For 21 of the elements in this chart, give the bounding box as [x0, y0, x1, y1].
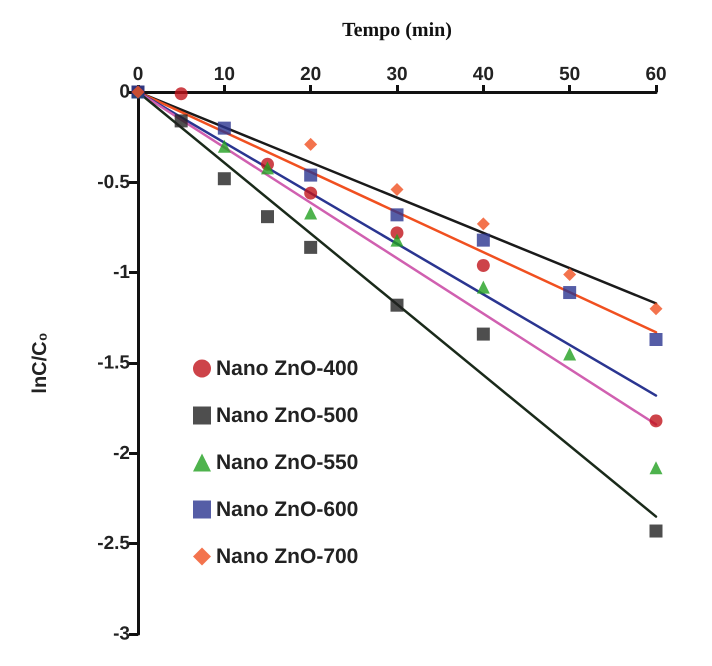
x-tick-label: 20: [300, 64, 322, 85]
legend-label: Nano ZnO-550: [216, 451, 358, 474]
y-tick-label: -0.5: [97, 172, 130, 193]
y-tick-label: -3: [113, 624, 130, 644]
x-tick-label: 50: [559, 64, 580, 85]
x-tick-label: 60: [645, 64, 667, 85]
legend-label: Nano ZnO-600: [216, 498, 358, 521]
y-tick-label: -2: [113, 442, 130, 464]
y-tick-label: -2.5: [97, 533, 130, 554]
y-tick-label: 0: [119, 82, 130, 102]
x-tick-label: 0: [132, 64, 144, 85]
x-tick-label: 30: [386, 64, 408, 85]
y-axis-title: lnC/C₀: [29, 332, 51, 394]
legend-label: Nano ZnO-500: [216, 404, 358, 427]
legend-label: Nano ZnO-400: [216, 357, 358, 380]
x-tick-label: 10: [214, 64, 235, 85]
y-tick-label: -1.5: [97, 352, 130, 374]
y-tick-label: -1: [113, 262, 130, 284]
legend-label: Nano ZnO-700: [216, 545, 358, 568]
x-tick-label: 40: [472, 64, 494, 85]
x-axis-title: Tempo (min): [342, 19, 452, 41]
